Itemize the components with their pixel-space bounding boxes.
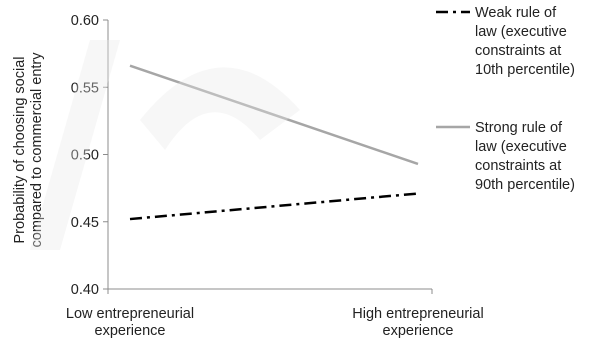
legend-label-line: 90th percentile) (475, 177, 575, 193)
y-tick-label: 0.45 (71, 215, 99, 231)
y-tick-label: 0.50 (71, 148, 99, 164)
x-tick-label: High entrepreneurial (352, 306, 483, 322)
legend-label-line: law (executive (475, 24, 567, 40)
series-weak-rule-of-law-line (129, 192, 419, 221)
x-tick-label: experience (95, 323, 166, 339)
y-axis-title: Probability of choosing social compared t… (12, 52, 45, 248)
y-axis-title-line: Probability of choosing social (12, 57, 28, 244)
x-tick-label: experience (383, 323, 454, 339)
series-strong-rule-of-law-line (129, 64, 419, 166)
legend-label-line: Weak rule of (475, 5, 557, 21)
y-tick-label: 0.40 (71, 282, 99, 298)
series-lines (129, 64, 419, 221)
legend-label-line: constraints at (475, 158, 561, 174)
x-tick-label: Low entrepreneurial (66, 306, 194, 322)
legend: Weak rule of law (executive constraints at… (436, 5, 575, 193)
y-axis: 0.40 0.45 0.50 0.55 0.60 (71, 13, 109, 298)
legend-label-line: constraints at (475, 43, 561, 59)
legend-label-line: law (executive (475, 139, 567, 155)
y-tick-label: 0.55 (71, 80, 99, 96)
legend-label-line: Strong rule of (475, 120, 563, 136)
legend-label-line: 10th percentile) (475, 62, 575, 78)
y-tick-label: 0.60 (71, 13, 99, 29)
y-axis-title-line: compared to commercial entry (29, 52, 45, 248)
